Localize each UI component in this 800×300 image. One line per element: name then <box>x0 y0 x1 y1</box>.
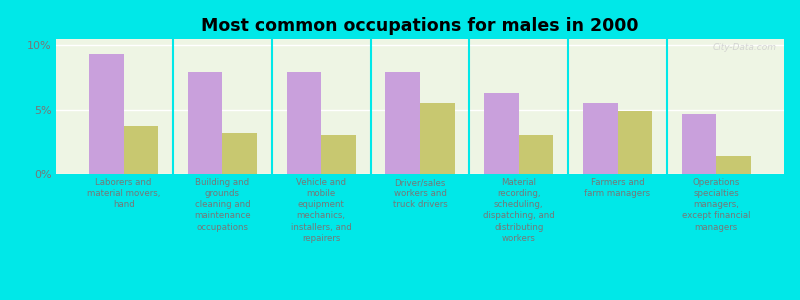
Bar <box>188 72 222 174</box>
Text: City-Data.com: City-Data.com <box>713 43 777 52</box>
Title: Most common occupations for males in 2000: Most common occupations for males in 200… <box>202 17 638 35</box>
Bar <box>222 133 257 174</box>
Bar <box>322 135 356 174</box>
Bar <box>484 93 518 174</box>
Bar <box>386 72 420 174</box>
Bar <box>583 103 618 174</box>
Bar <box>618 111 652 174</box>
Bar <box>89 54 124 174</box>
Bar <box>682 114 716 174</box>
Bar <box>420 103 454 174</box>
Bar <box>124 126 158 174</box>
Bar <box>716 156 751 174</box>
Bar <box>518 135 554 174</box>
Bar <box>286 72 322 174</box>
